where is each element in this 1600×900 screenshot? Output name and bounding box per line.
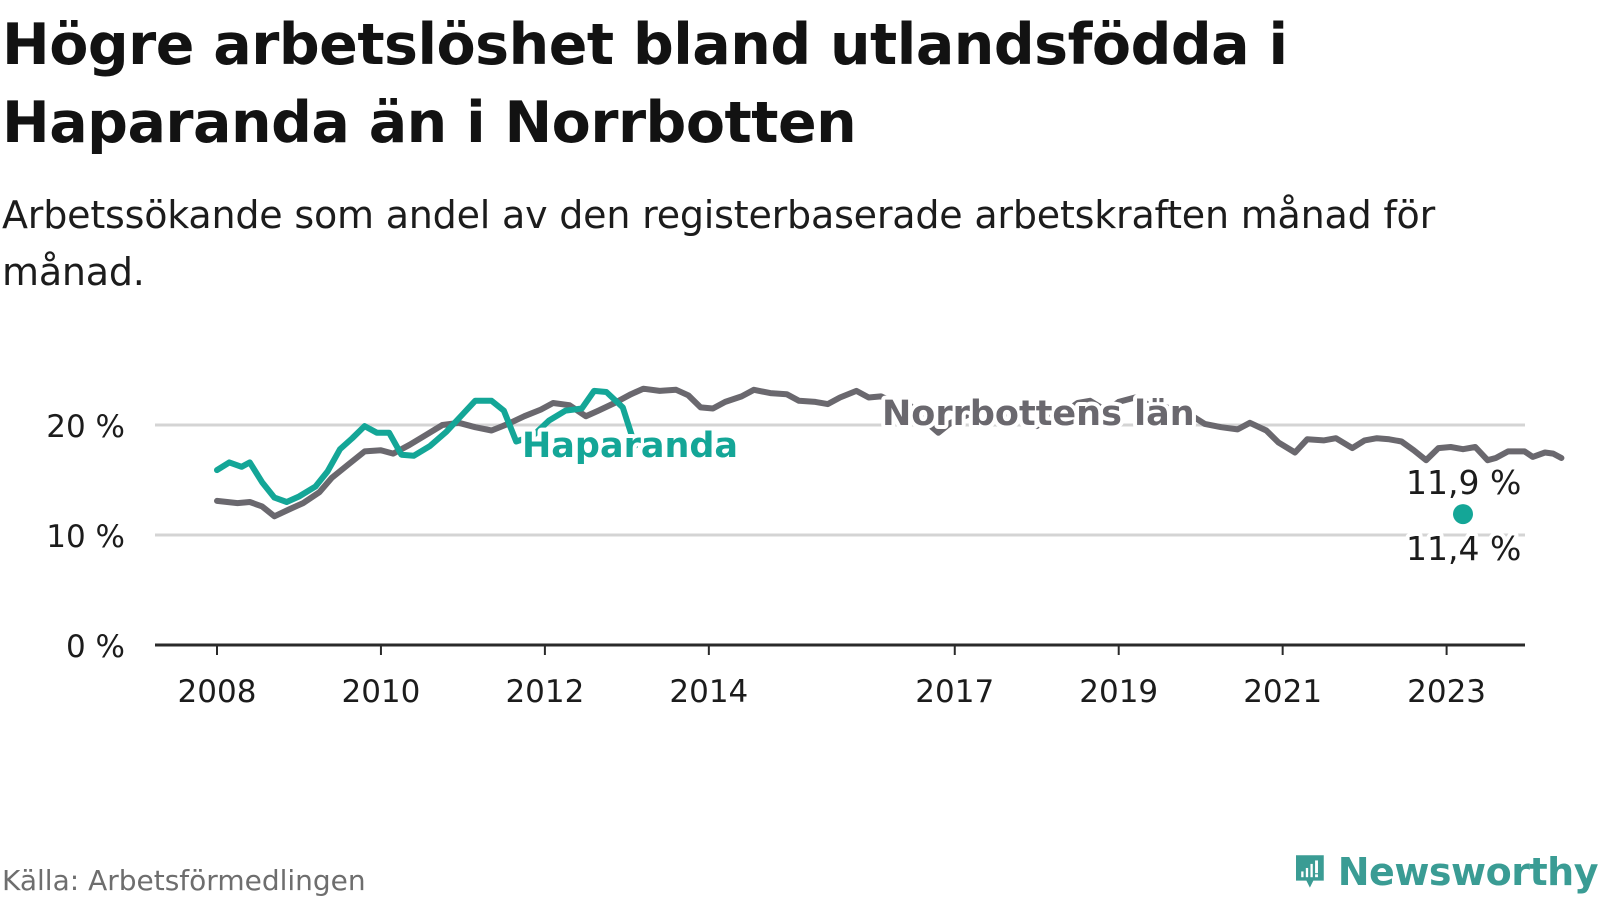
newsworthy-logo-icon — [1296, 855, 1324, 888]
y-tick-label: 10 % — [46, 519, 125, 555]
x-tick-label: 2017 — [915, 674, 994, 710]
x-tick-label: 2019 — [1079, 674, 1158, 710]
series-layer — [214, 385, 1565, 525]
label-layer: Haparanda Norrbottens län 11,9 % 11,4 % — [518, 390, 1525, 572]
y-tick-label: 0 % — [66, 629, 125, 665]
x-tick-label: 2010 — [341, 674, 420, 710]
newsworthy-logo: Newsworthy — [1296, 842, 1599, 900]
x-tick-label: 2021 — [1243, 674, 1322, 710]
y-tick-label: 20 % — [46, 409, 125, 445]
haparanda-end-label: 11,9 % — [1406, 463, 1521, 502]
axis-layer: 0 % 10 % 20 % 2008 2010 2012 2014 2017 2019 2021 2… — [46, 409, 1525, 710]
newsworthy-logo-text: Newsworthy — [1337, 850, 1599, 894]
source-note: Källa: Arbetsförmedlingen — [2, 864, 366, 897]
grid-layer — [155, 423, 1525, 537]
x-tick-label: 2008 — [178, 674, 257, 710]
chart-title: Högre arbetslöshet bland utlandsfödda i … — [2, 12, 1288, 156]
norrbotten-end-label: 11,4 % — [1406, 529, 1521, 568]
haparanda-end-point — [1453, 504, 1473, 525]
norrbotten-series-label: Norrbottens län — [882, 394, 1195, 434]
chart-subtitle: Arbetssökande som andel av den registerb… — [2, 193, 1436, 294]
x-tick-label: 2012 — [505, 674, 584, 710]
x-tick-label: 2023 — [1407, 674, 1486, 710]
haparanda-series-label: Haparanda — [522, 426, 738, 466]
series-line-haparanda — [214, 387, 639, 505]
x-tick-label: 2014 — [669, 674, 748, 710]
